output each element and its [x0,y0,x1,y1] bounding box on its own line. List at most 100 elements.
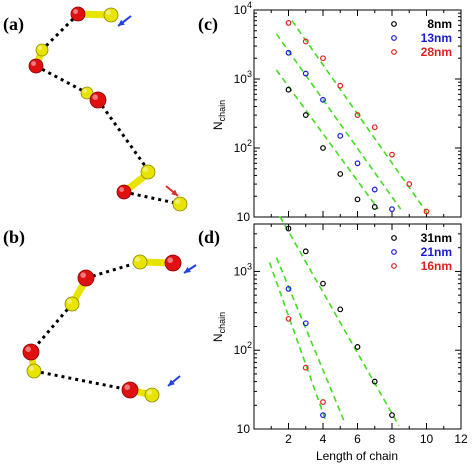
atom-highlight [143,167,148,172]
data-point [354,160,361,167]
data-point [302,320,309,327]
atom-highlight [167,257,173,264]
legend-marker [391,49,397,55]
panel-label-c: (c) [198,14,218,35]
legend-label: 28nm [421,45,452,59]
panel-label-a: (a) [3,14,24,35]
y-tick-label: 10 [237,210,251,224]
fit-line [275,33,402,210]
atom-highlight [106,10,112,15]
data-point [285,86,292,93]
data-point [320,399,326,405]
yellow-atom [172,196,188,212]
data-point [302,38,309,45]
red-atom [89,91,107,109]
data-point [285,225,292,232]
x-tick-label: 12 [454,432,468,446]
legend-label: 31nm [421,231,452,245]
data-point [371,204,378,210]
legend-label: 8nm [427,17,452,31]
y-tick-label: 102 [234,340,252,357]
x-tick-label: 4 [320,432,327,446]
fit-line [279,215,400,427]
fit-line [268,262,328,424]
atom-highlight [124,384,130,391]
yellow-atom [26,363,42,379]
legend-marker [391,35,397,41]
data-point [302,364,309,371]
y-axis-title-c: Nchain [211,100,227,130]
arrowhead-icon [184,266,191,273]
yellow-atom [35,43,49,57]
atom-highlight [80,272,86,279]
y-axis-d: 10 102 103 [234,223,461,436]
arrowhead-icon [118,19,125,26]
data-point [354,344,361,350]
chain-link [40,12,80,52]
x-axis-title-d: Length of chain [316,449,398,463]
data-point [389,151,395,158]
legend-label: 13nm [421,31,452,45]
x-tick-label: 8 [389,432,396,446]
yellow-atom [140,164,156,180]
data-points-c [285,20,430,215]
molecule-chain-b [22,254,197,403]
yellow-atom [144,387,160,403]
y-tick-label: 103 [234,261,252,278]
legend-label: 21nm [421,245,452,259]
fit-lines-c [275,20,431,218]
chain-link [35,64,88,95]
atom-highlight [31,61,36,66]
y-tick-label: 10 [237,422,251,436]
chain-link [96,99,150,171]
atom-highlight [25,346,32,353]
data-point [337,82,344,89]
atom-highlight [119,187,125,192]
atom-highlight [82,88,87,93]
fit-lines-d [268,215,400,427]
red-atom [70,6,86,22]
data-point [320,55,326,62]
data-point [302,112,309,118]
data-point [285,49,292,56]
x-axis-d: 2 4 6 8 10 12 [270,224,468,446]
fit-line [275,69,379,210]
y-tick-label: 104 [234,0,252,17]
data-point [406,181,413,187]
x-tick-label: 2 [285,432,292,446]
atom-highlight [135,257,140,262]
molecule-chain-a [28,6,188,212]
atom-highlight [73,9,79,14]
atom-highlight [67,299,73,304]
chain-link [85,260,141,280]
data-point [337,171,344,177]
atom-highlight [175,199,180,204]
data-point [337,132,344,139]
atom-highlight [37,45,43,51]
atom-highlight [147,390,152,395]
y-axis-title-d: Nchain [211,312,227,342]
data-point [371,378,378,385]
chain-link [123,190,181,206]
data-point [371,186,378,193]
legend-marker [391,235,397,241]
panel-label-d: (d) [198,227,220,248]
panel-label-b: (b) [3,227,25,248]
data-point [354,196,361,203]
data-point [389,206,395,213]
fit-line [275,257,345,421]
data-point [320,96,326,103]
arrowhead-icon [168,379,175,386]
red-atom [164,254,182,272]
data-point [285,315,292,322]
x-tick-label: 10 [420,432,434,446]
red-atom [22,343,40,361]
data-point [423,208,430,215]
yellow-atom [103,7,119,23]
atom-highlight [92,94,98,100]
